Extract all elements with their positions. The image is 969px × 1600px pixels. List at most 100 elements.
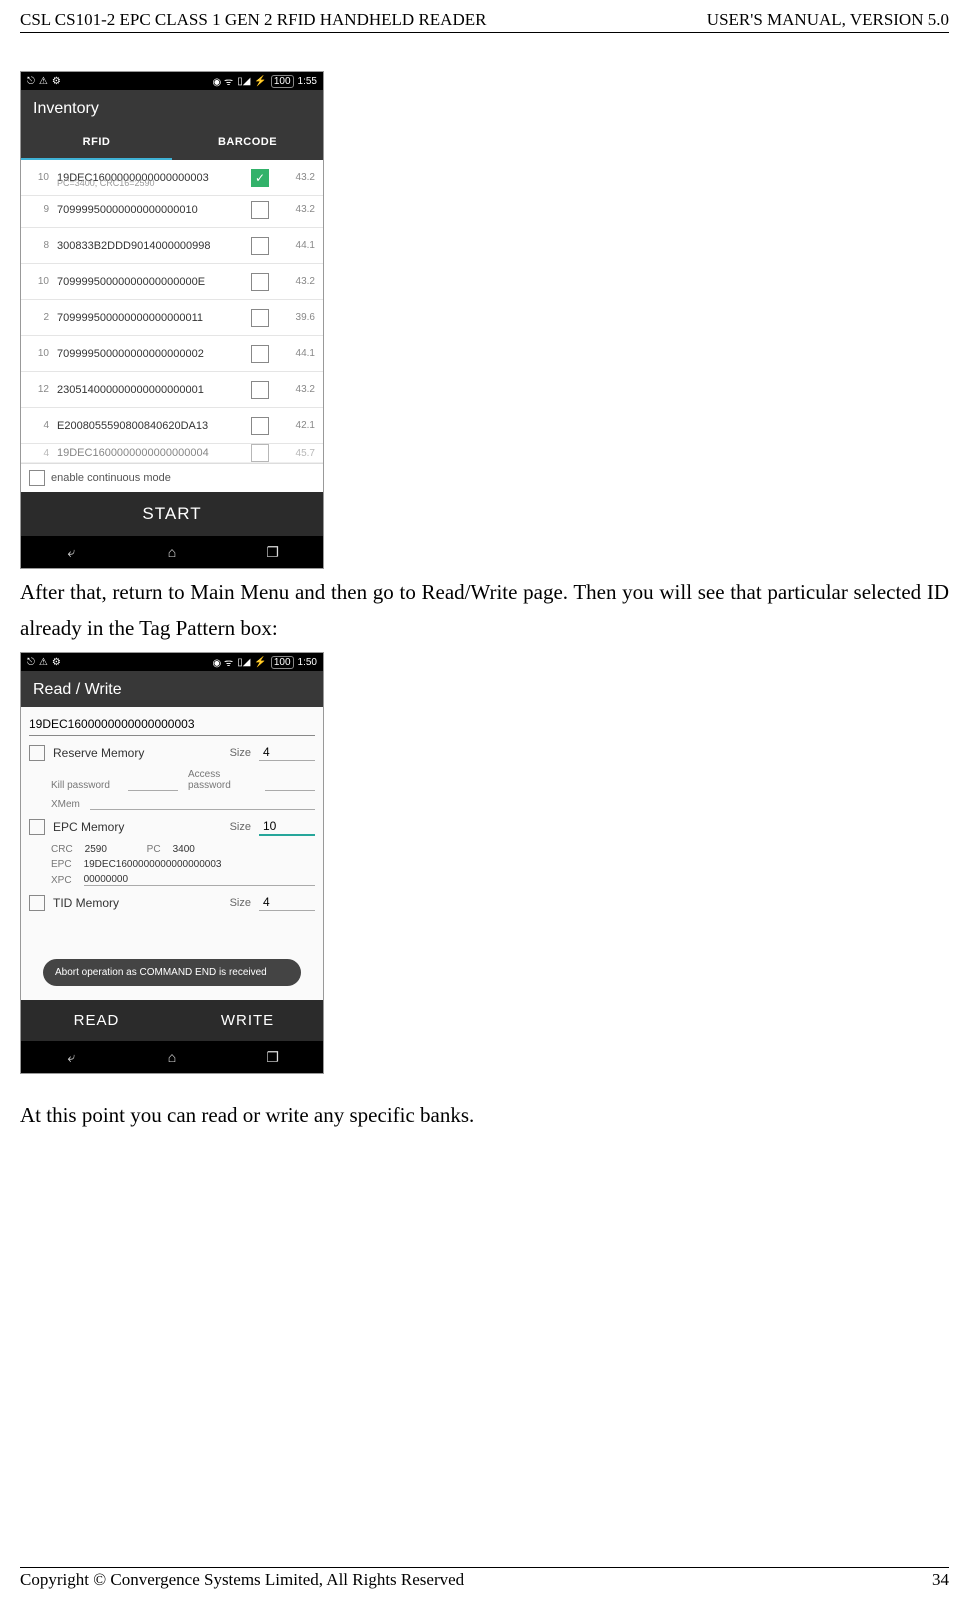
tag-rssi: 44.1 bbox=[279, 240, 315, 251]
tid-label: TID Memory bbox=[53, 896, 222, 910]
document-footer: Copyright © Convergence Systems Limited,… bbox=[20, 1567, 949, 1590]
continuous-mode-toggle[interactable]: enable continuous mode bbox=[21, 463, 323, 492]
recent-icon[interactable]: ❐ bbox=[261, 544, 285, 561]
access-password-input[interactable] bbox=[265, 790, 315, 791]
tag-checkbox[interactable] bbox=[251, 417, 269, 435]
back-icon[interactable]: ⤶ bbox=[59, 1049, 83, 1066]
usb-icon: ⎋ bbox=[27, 76, 35, 87]
home-icon[interactable]: ⌂ bbox=[160, 1049, 184, 1065]
tag-rssi: 43.2 bbox=[279, 204, 315, 215]
tag-rssi: 43.2 bbox=[279, 172, 315, 183]
inventory-screenshot: ⎋ ⚠ ⚙ ◉ ᯤ ▯◢ ⚡ 100 1:55 Inventory RFID B… bbox=[20, 71, 949, 569]
tid-size-input[interactable] bbox=[259, 894, 315, 911]
toast-message: Abort operation as COMMAND END is receiv… bbox=[43, 959, 301, 986]
epc-value: 19DEC1600000000000000003 bbox=[84, 859, 222, 870]
tag-row[interactable]: 1223051400000000000000000143.2 bbox=[21, 372, 323, 408]
epc-size-input[interactable] bbox=[259, 818, 315, 836]
tag-row[interactable]: 8300833B2DDD901400000099844.1 bbox=[21, 228, 323, 264]
settings-status-icon: ⚙ bbox=[52, 76, 61, 87]
tag-count: 4 bbox=[21, 448, 49, 459]
settings-status-icon: ⚙ bbox=[52, 657, 61, 668]
tab-row: RFID BARCODE bbox=[21, 126, 323, 160]
tag-checkbox[interactable] bbox=[251, 273, 269, 291]
reserve-label: Reserve Memory bbox=[53, 746, 222, 760]
tag-checkbox[interactable] bbox=[251, 309, 269, 327]
header-left: CSL CS101-2 EPC CLASS 1 GEN 2 RFID HANDH… bbox=[20, 10, 486, 30]
tab-rfid[interactable]: RFID bbox=[21, 126, 172, 160]
tag-count: 2 bbox=[21, 312, 49, 323]
continuous-checkbox[interactable] bbox=[29, 470, 45, 486]
epc-label: EPC bbox=[51, 859, 72, 870]
start-button[interactable]: START bbox=[21, 492, 323, 536]
reserve-size-input[interactable] bbox=[259, 744, 315, 761]
paragraph-2: At this point you can read or write any … bbox=[20, 1098, 949, 1134]
tag-epc: 709999500000000000000011 bbox=[57, 312, 251, 324]
continuous-label: enable continuous mode bbox=[51, 472, 171, 484]
xpc-label: XPC bbox=[51, 875, 72, 886]
tag-count: 4 bbox=[21, 420, 49, 431]
header-right: USER'S MANUAL, VERSION 5.0 bbox=[707, 10, 949, 30]
tid-checkbox[interactable] bbox=[29, 895, 45, 911]
android-nav-bar: ⤶ ⌂ ❐ bbox=[21, 1041, 323, 1073]
signal-icon: ▯◢ bbox=[237, 76, 250, 87]
kill-password-label: Kill password bbox=[51, 780, 118, 791]
xpc-value[interactable]: 00000000 bbox=[84, 874, 315, 886]
tag-epc: 300833B2DDD9014000000998 bbox=[57, 240, 251, 252]
page-number: 34 bbox=[932, 1570, 949, 1590]
paragraph-1: After that, return to Main Menu and then… bbox=[20, 575, 949, 646]
warning-icon: ⚠ bbox=[39, 76, 48, 87]
recent-icon[interactable]: ❐ bbox=[261, 1049, 285, 1066]
tag-checkbox[interactable] bbox=[251, 444, 269, 462]
tag-rssi: 43.2 bbox=[279, 384, 315, 395]
xmem-label: XMem bbox=[51, 799, 80, 810]
kill-password-input[interactable] bbox=[128, 790, 178, 791]
status-bar: ⎋ ⚠ ⚙ ◉ ᯤ ▯◢ ⚡ 100 1:50 bbox=[21, 653, 323, 671]
battery-percent: 100 bbox=[271, 656, 294, 669]
tag-row[interactable]: 97099995000000000000001043.2 bbox=[21, 192, 323, 228]
app-title: Inventory bbox=[21, 90, 323, 126]
reserve-checkbox[interactable] bbox=[29, 745, 45, 761]
tag-count: 12 bbox=[21, 384, 49, 395]
tag-rssi: 39.6 bbox=[279, 312, 315, 323]
tab-barcode[interactable]: BARCODE bbox=[172, 126, 323, 160]
battery-percent: 100 bbox=[271, 75, 294, 88]
back-icon[interactable]: ⤶ bbox=[59, 544, 83, 561]
tag-pattern-input[interactable] bbox=[29, 713, 315, 736]
battery-icon: ⚡ bbox=[254, 76, 266, 87]
tag-rssi: 43.2 bbox=[279, 276, 315, 287]
tag-epc: 70999950000000000000000E bbox=[57, 276, 251, 288]
access-password-label: Access password bbox=[188, 769, 255, 791]
tag-row[interactable]: 1070999950000000000000000244.1 bbox=[21, 336, 323, 372]
app-title: Read / Write bbox=[21, 671, 323, 707]
size-label: Size bbox=[230, 747, 251, 759]
tag-epc: 19DEC1600000000000000004 bbox=[57, 447, 251, 459]
crc-label: CRC bbox=[51, 844, 73, 855]
document-header: CSL CS101-2 EPC CLASS 1 GEN 2 RFID HANDH… bbox=[20, 10, 949, 33]
tag-rssi: 42.1 bbox=[279, 420, 315, 431]
tag-row[interactable]: 10 70999950000000000000000E 43.2 bbox=[21, 264, 323, 300]
read-button[interactable]: READ bbox=[21, 1000, 172, 1041]
tag-rssi: 44.1 bbox=[279, 348, 315, 359]
tag-row[interactable]: 2 709999500000000000000011 39.6 bbox=[21, 300, 323, 336]
wifi-icon: ◉ ᯤ bbox=[213, 74, 234, 88]
tag-count: 10 bbox=[21, 276, 49, 287]
tag-count: 10 bbox=[21, 172, 49, 183]
write-button[interactable]: WRITE bbox=[172, 1000, 323, 1041]
size-label: Size bbox=[230, 821, 251, 833]
usb-icon: ⎋ bbox=[27, 657, 35, 668]
status-time: 1:50 bbox=[298, 657, 317, 668]
tag-checkbox[interactable] bbox=[251, 201, 269, 219]
warning-icon: ⚠ bbox=[39, 657, 48, 668]
home-icon[interactable]: ⌂ bbox=[160, 544, 184, 560]
tag-checkbox[interactable]: ✓ bbox=[251, 169, 269, 187]
epc-checkbox[interactable] bbox=[29, 819, 45, 835]
pc-label: PC bbox=[147, 844, 161, 855]
tag-checkbox[interactable] bbox=[251, 345, 269, 363]
size-label: Size bbox=[230, 897, 251, 909]
tag-checkbox[interactable] bbox=[251, 237, 269, 255]
tag-row[interactable]: 4E2008055590800840620DA1342.1 bbox=[21, 408, 323, 444]
android-nav-bar: ⤶ ⌂ ❐ bbox=[21, 536, 323, 568]
xmem-input[interactable] bbox=[90, 797, 315, 810]
tag-row[interactable]: 419DEC160000000000000000445.7 bbox=[21, 444, 323, 463]
tag-checkbox[interactable] bbox=[251, 381, 269, 399]
